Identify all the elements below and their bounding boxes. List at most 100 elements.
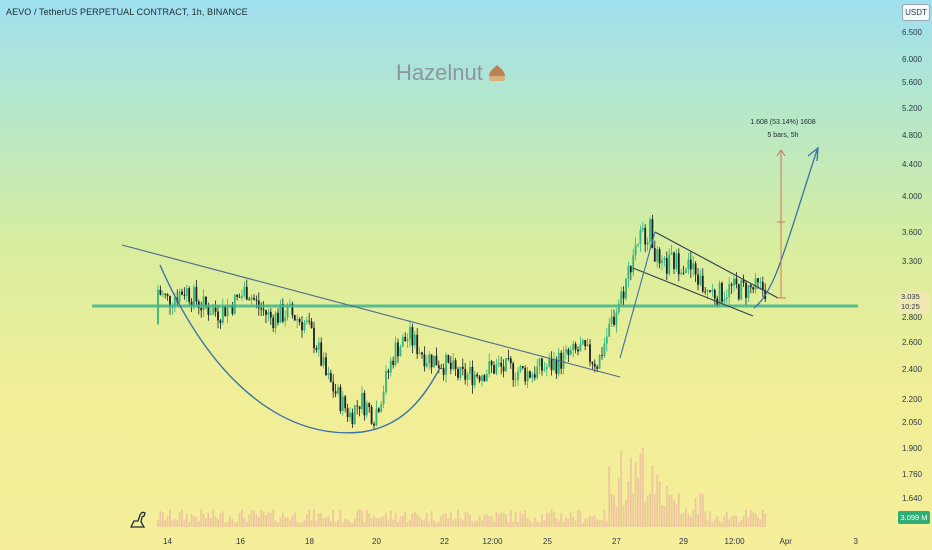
currency-selector[interactable]: USDT: [902, 4, 930, 21]
volume-bar: [157, 519, 159, 527]
candle-body: [469, 366, 471, 374]
volume-bar: [195, 516, 198, 527]
candle-body: [435, 355, 438, 366]
volume-bar: [245, 522, 248, 527]
price-tick-label: 3.300: [901, 257, 922, 267]
candle-body: [418, 352, 421, 354]
volume-bar: [586, 518, 589, 527]
volume-bar: [665, 485, 668, 527]
time-tick-label: Apr: [779, 537, 792, 546]
candle-body: [236, 294, 239, 297]
volume-bar: [344, 518, 347, 527]
candle-body: [190, 301, 193, 307]
volume-bar: [363, 522, 366, 527]
volume-bar: [217, 519, 219, 527]
volume-bar: [337, 519, 339, 527]
candle-body: [752, 287, 755, 290]
volume-bar: [329, 521, 332, 527]
volume-bar: [274, 520, 277, 527]
volume-bar: [565, 517, 567, 527]
candle-body: [373, 423, 375, 426]
brand-name: Hazelnut: [396, 60, 483, 85]
candle-body: [200, 308, 203, 311]
volume-bar: [173, 519, 176, 527]
volume-bar: [730, 516, 733, 527]
dino-logo-icon[interactable]: [128, 509, 150, 529]
wedge-upper-line[interactable]: [654, 231, 779, 299]
candle-body: [521, 366, 524, 368]
volume-bar: [284, 517, 287, 527]
candle-body: [308, 320, 311, 322]
candle-body: [257, 300, 260, 309]
candle-body: [603, 343, 606, 356]
candle-body: [334, 391, 337, 394]
candle-body: [452, 360, 455, 370]
volume-bar: [728, 519, 731, 527]
volume-bar: [334, 521, 337, 527]
volume-bar: [445, 513, 447, 527]
cup-curve[interactable]: [159, 264, 441, 434]
pump-line[interactable]: [619, 231, 656, 359]
wedge-lower-line[interactable]: [632, 267, 754, 317]
volume-bar: [454, 518, 457, 527]
volume-bar: [277, 522, 279, 527]
volume-bar: [507, 522, 510, 527]
volume-bar: [209, 517, 212, 527]
volume-bar: [493, 521, 495, 527]
candle-body: [471, 366, 474, 386]
volume-bar: [404, 511, 407, 527]
candle-body: [577, 349, 579, 352]
candle-body: [327, 372, 330, 376]
volume-bar: [181, 510, 183, 527]
measure-text-2: 5 bars, 5h: [767, 132, 799, 139]
candle-body: [370, 406, 373, 424]
candle-body: [325, 357, 327, 376]
volume-bar: [339, 509, 342, 527]
volume-bar: [243, 517, 246, 527]
volume-bar: [332, 510, 335, 527]
candle-body: [610, 316, 613, 325]
price-tick-label: 4.000: [901, 192, 922, 202]
volume-bar: [361, 510, 363, 527]
volume-bar: [255, 513, 258, 527]
volume-bar: [298, 522, 301, 527]
candle-body: [495, 364, 498, 374]
price-tick-label: 1.640: [901, 493, 922, 503]
candle-body: [404, 336, 407, 342]
candle-body: [608, 324, 611, 337]
candle-body: [397, 342, 399, 357]
volume-bar: [221, 511, 224, 527]
volume-bar: [553, 512, 555, 527]
volume-bar: [452, 520, 455, 527]
candle-body: [349, 412, 351, 418]
volume-bar: [214, 516, 217, 527]
volume-bar: [483, 514, 486, 527]
candle-body: [543, 369, 546, 371]
candle-body: [329, 372, 332, 382]
descending-trendline[interactable]: [121, 244, 621, 378]
volume-bar: [541, 514, 543, 527]
candle-body: [317, 342, 320, 350]
candle-body: [221, 305, 224, 323]
candle-body: [658, 249, 661, 264]
volume-bar: [202, 514, 205, 527]
volume-bar: [265, 515, 267, 527]
candle-body: [675, 253, 678, 270]
candle-body: [670, 252, 673, 255]
volume-bar: [399, 516, 402, 527]
volume-bar: [658, 481, 661, 527]
volume-bar: [464, 511, 467, 527]
candle-body: [181, 291, 183, 295]
volume-bar: [596, 519, 599, 527]
volume-bar: [224, 522, 227, 527]
candle-body: [159, 289, 162, 295]
candle-body: [245, 286, 248, 300]
volume-bar: [737, 522, 740, 527]
candle-body: [440, 367, 443, 369]
volume-bar: [401, 516, 404, 527]
volume-bar: [673, 500, 675, 527]
candle-body: [692, 263, 695, 270]
volume-bar: [584, 518, 587, 527]
